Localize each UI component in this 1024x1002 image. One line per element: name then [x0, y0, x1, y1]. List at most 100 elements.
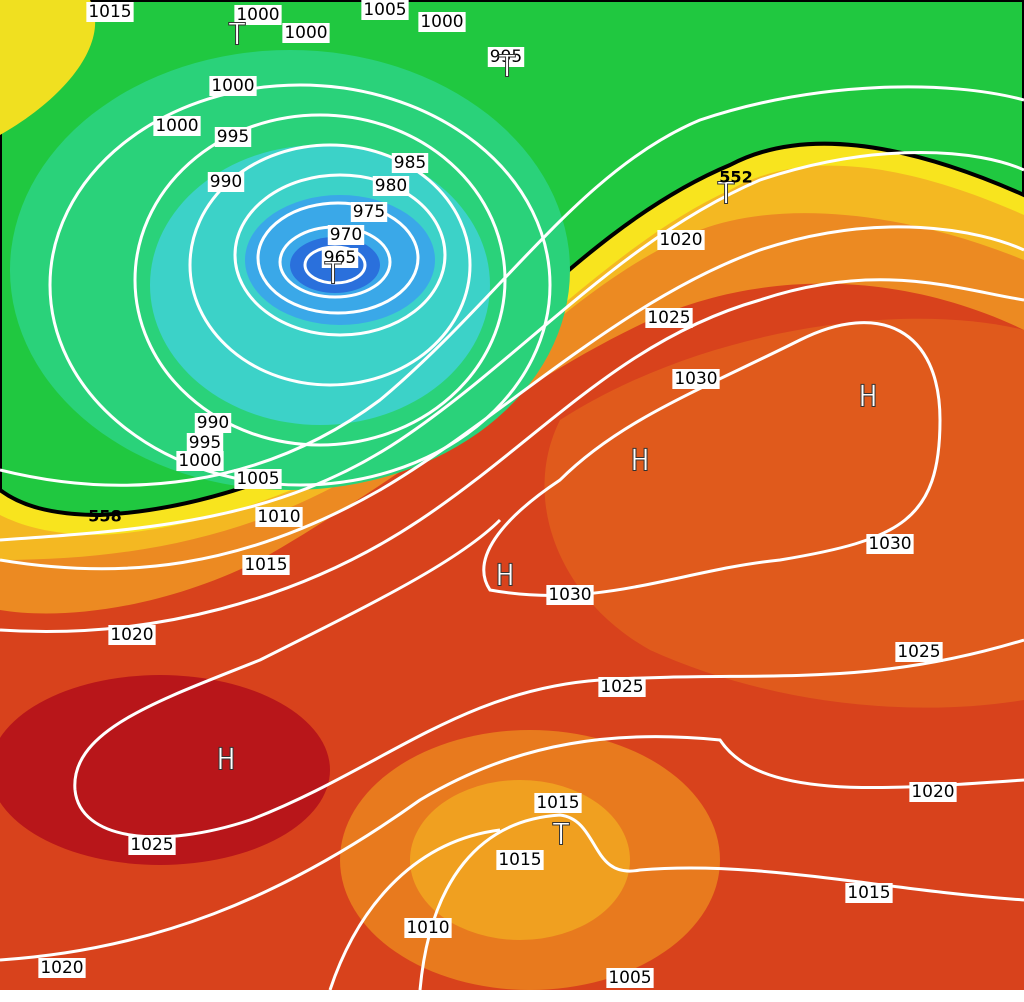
field-yellow-corner [0, 0, 96, 135]
isobar [303, 245, 367, 285]
isobar-label: 1000 [284, 23, 327, 43]
high-center: H [496, 559, 514, 594]
label-box [909, 782, 957, 802]
isobar [328, 828, 501, 991]
label-box [234, 469, 282, 489]
isobar-label: 1020 [911, 782, 954, 802]
low-center: T [552, 818, 570, 853]
isobar-label: 980 [375, 176, 407, 196]
isobar-label: 1020 [659, 230, 702, 250]
thickness-label: 552 [719, 168, 752, 187]
isobar [0, 151, 1024, 542]
isobar-label: 1005 [236, 469, 279, 489]
isobar [188, 143, 472, 387]
label-box [404, 918, 452, 938]
isobar [233, 173, 447, 337]
label-box [255, 507, 303, 527]
label-box [186, 433, 224, 453]
isobar-label: 970 [330, 225, 362, 245]
isobar-label: 965 [324, 248, 356, 268]
isobar-label: 1025 [897, 642, 940, 662]
isobar-label: 1015 [498, 850, 541, 870]
isobar-label: 1000 [155, 116, 198, 136]
isobar [0, 225, 1024, 571]
isobar [48, 83, 552, 487]
label-box [242, 555, 290, 575]
label-box [546, 585, 594, 605]
isobar-label: 990 [210, 172, 242, 192]
label-box [38, 958, 86, 978]
label-box [534, 793, 582, 813]
label-box [391, 153, 429, 173]
isobar-label: 1015 [244, 555, 287, 575]
isobar-label: 1020 [110, 625, 153, 645]
isobar-label: 975 [353, 202, 385, 222]
label-box [350, 202, 388, 222]
labels: 1015 1000 1000 1005 1000 995 1000 1000 9… [38, 0, 957, 988]
isobar-label: 1030 [548, 585, 591, 605]
centers: H H H H T T T T T 552 558 [88, 17, 877, 853]
isobars [0, 83, 1024, 991]
label-box [657, 230, 705, 250]
label-box [327, 225, 365, 245]
label-box [866, 534, 914, 554]
field-east [544, 318, 1024, 708]
label-box [128, 835, 176, 855]
isobar [482, 321, 942, 597]
low-center: T [498, 50, 516, 85]
label-box [372, 176, 410, 196]
isobar-label: 1015 [847, 883, 890, 903]
isobar-label: 1000 [420, 12, 463, 32]
isobar-label: 985 [394, 153, 426, 173]
isobar-label: 1025 [600, 677, 643, 697]
label-box [845, 883, 893, 903]
isobar-label: 1010 [406, 918, 449, 938]
label-box [606, 968, 654, 988]
high-center: H [217, 743, 235, 778]
label-box [282, 23, 330, 43]
label-box [487, 47, 525, 67]
label-box [496, 850, 544, 870]
bottom-strip [0, 990, 1024, 1002]
isobar [0, 735, 1024, 962]
isobar-label: 1025 [647, 308, 690, 328]
label-box [895, 642, 943, 662]
low-center: T [228, 18, 246, 53]
isobar-label: 1005 [608, 968, 651, 988]
isobar [73, 518, 502, 791]
isobar-label: 1015 [88, 2, 131, 22]
isobar-label: 1030 [674, 369, 717, 389]
label-box [418, 12, 466, 32]
label-box [108, 625, 156, 645]
isobar [0, 278, 1024, 633]
label-box [645, 308, 693, 328]
label-box [209, 76, 257, 96]
field-high-sw [0, 675, 330, 865]
isobar-label: 1000 [236, 5, 279, 25]
label-box [234, 5, 282, 25]
low-center: T [717, 177, 735, 212]
label-box [194, 413, 232, 433]
isobar-label: 990 [197, 413, 229, 433]
low-center: T [324, 257, 342, 292]
label-box [672, 369, 720, 389]
high-center: H [631, 444, 649, 479]
label-box [321, 248, 359, 268]
isobar-label: 995 [189, 433, 221, 453]
label-box [153, 116, 201, 136]
high-center: H [859, 380, 877, 415]
isobar-label: 1000 [178, 451, 221, 471]
label-box [361, 0, 409, 20]
thickness-label: 558 [88, 507, 121, 526]
isobar-label: 995 [217, 127, 249, 147]
isobar-label: 1020 [40, 958, 83, 978]
isobar-label: 1025 [130, 835, 173, 855]
isobar-label: 1030 [868, 534, 911, 554]
isobar-label: 1010 [257, 507, 300, 527]
label-box [214, 127, 252, 147]
label-box [86, 2, 134, 22]
label-box [176, 451, 224, 471]
